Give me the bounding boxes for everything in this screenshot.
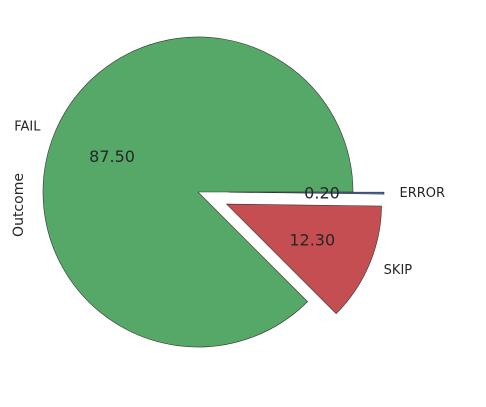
pie-labels: FAIL 87.50 SKIP 12.30 ERROR 0.20 [14, 119, 445, 278]
pie-value-skip: 12.30 [289, 231, 335, 250]
pie-slices [42, 36, 385, 348]
pie-label-fail: FAIL [14, 119, 41, 134]
pie-slice-fail [42, 36, 354, 348]
pie-slice-skip [226, 203, 382, 314]
y-axis-label: Outcome [11, 173, 27, 237]
pie-slice-error [228, 191, 385, 195]
pie-label-skip: SKIP [384, 263, 413, 278]
pie-value-fail: 87.50 [89, 147, 135, 166]
pie-label-error: ERROR [399, 186, 445, 201]
pie-value-error: 0.20 [304, 183, 340, 202]
